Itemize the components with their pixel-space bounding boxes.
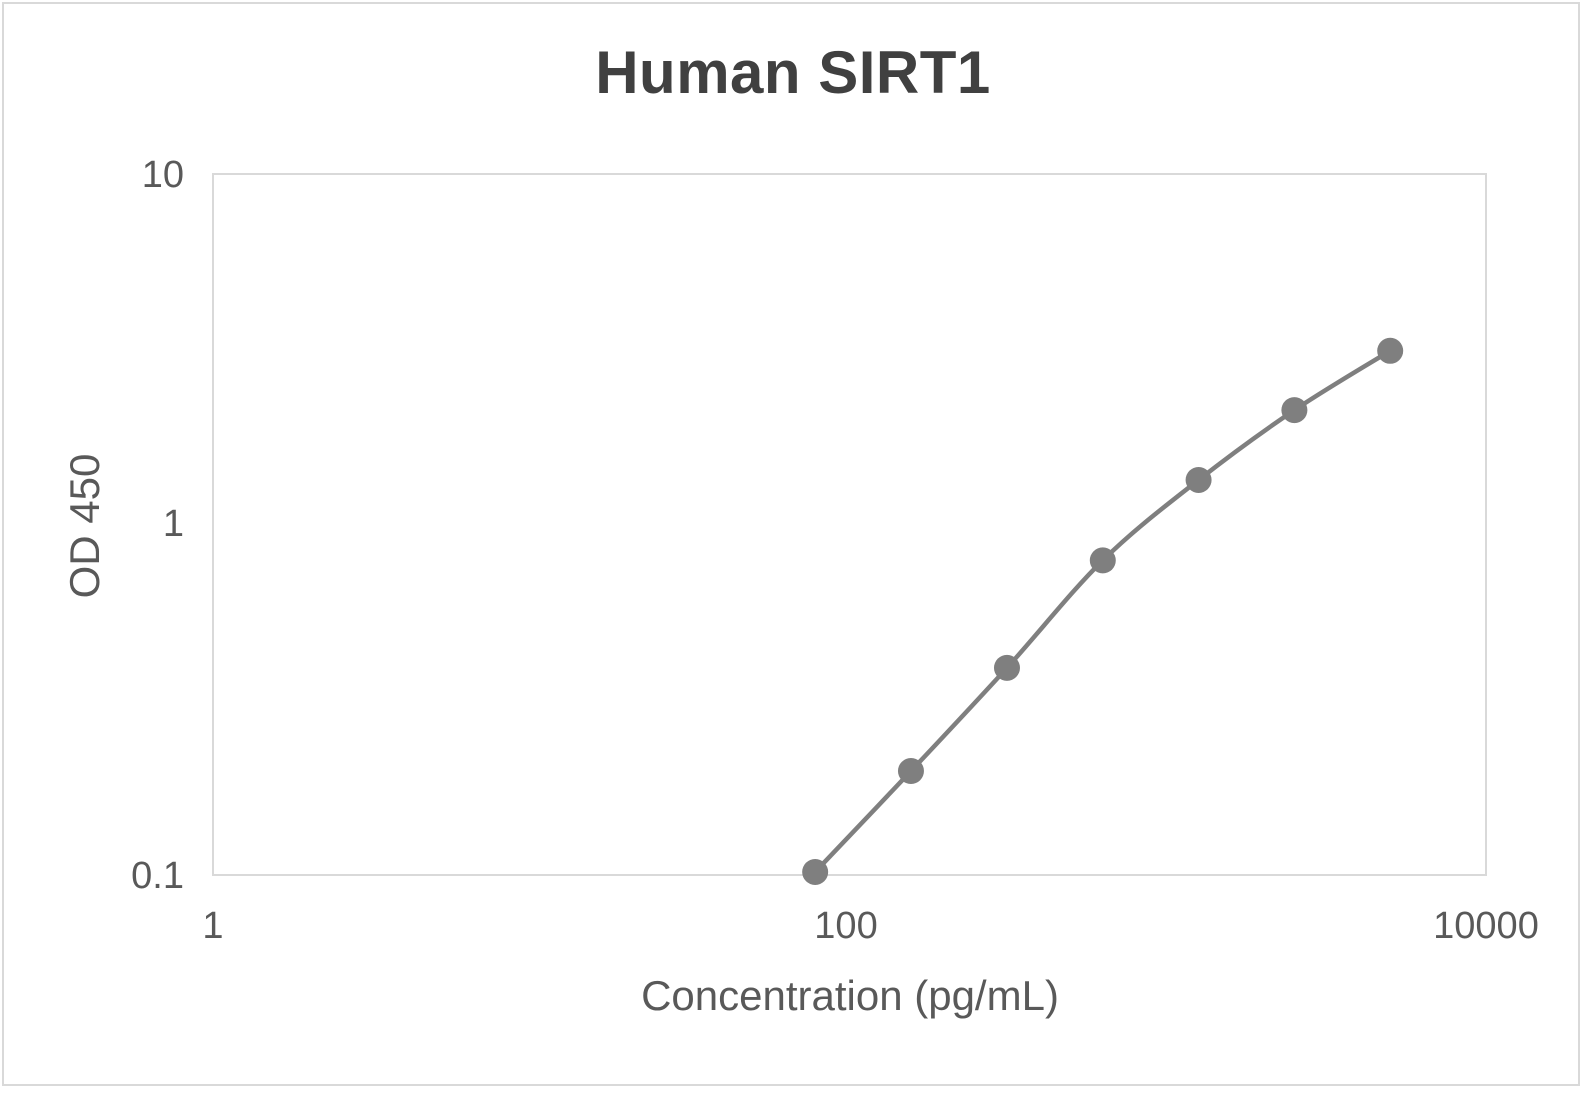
data-point-marker [1089, 547, 1116, 574]
x-axis-label: Concentration (pg/mL) [641, 972, 1059, 1019]
series-markers [802, 337, 1404, 885]
data-point-marker [1281, 397, 1308, 424]
x-tick-label: 1 [202, 905, 224, 947]
y-tick-label: 1 [162, 503, 184, 545]
y-axis-label: OD 450 [61, 453, 108, 599]
data-point-marker [1377, 337, 1404, 364]
data-point-marker [1185, 466, 1212, 493]
data-point-marker [802, 858, 829, 885]
y-tick-label: 0.1 [131, 855, 184, 897]
y-tick-label: 10 [141, 154, 184, 196]
data-point-marker [897, 758, 924, 785]
x-tick-label: 100 [814, 905, 878, 947]
x-tick-label: 10000 [1433, 905, 1539, 947]
data-point-marker [993, 654, 1020, 681]
chart-title: Human SIRT1 [595, 39, 991, 106]
plot-border [212, 173, 1487, 876]
